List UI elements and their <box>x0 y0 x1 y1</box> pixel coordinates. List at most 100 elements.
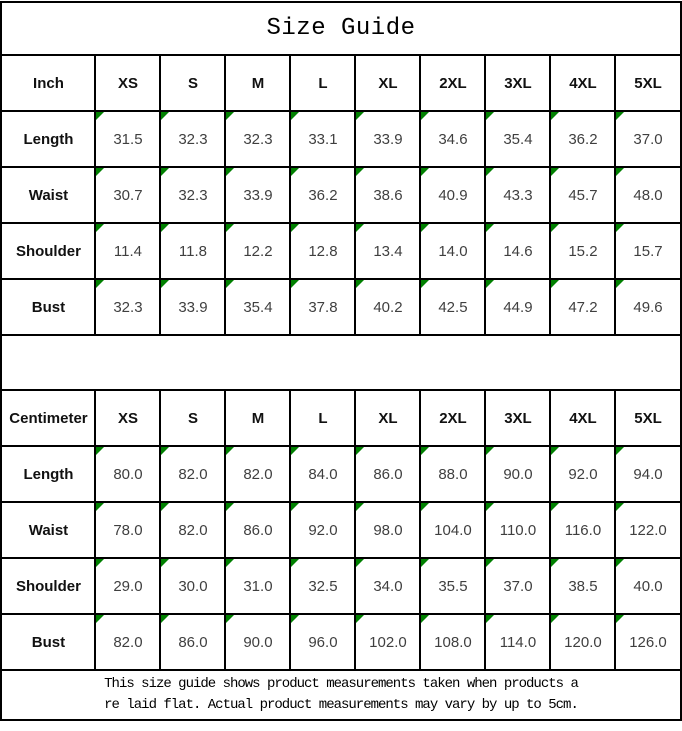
measurement-cell: 14.0 <box>419 222 487 280</box>
measurement-cell: 33.1 <box>289 110 357 168</box>
size-header-l: L <box>289 389 357 447</box>
measurement-cell: 36.2 <box>549 110 617 168</box>
measurement-cell: 82.0 <box>224 445 292 503</box>
size-header-2xl: 2XL <box>419 389 487 447</box>
measurement-cell: 36.2 <box>289 166 357 224</box>
inch-row-bust: Bust 32.3 33.9 35.4 37.8 40.2 42.5 44.9 47.2 49.6 <box>0 278 682 336</box>
centimeter-row-waist: Waist 78.0 82.0 86.0 92.0 98.0 104.0 110.0 116.0… <box>0 501 682 559</box>
green-corner-triangle-icon <box>486 447 495 455</box>
measurement-cell: 92.0 <box>549 445 617 503</box>
measurement-cell: 12.2 <box>224 222 292 280</box>
unit-header-inch: Inch <box>0 54 97 112</box>
table-spacer <box>0 334 682 391</box>
green-corner-triangle-icon <box>291 559 300 567</box>
green-corner-triangle-icon <box>421 112 430 120</box>
green-corner-triangle-icon <box>421 615 430 623</box>
green-corner-triangle-icon <box>161 559 170 567</box>
green-corner-triangle-icon <box>226 615 235 623</box>
footer-note: This size guide shows product measuremen… <box>0 669 682 721</box>
green-corner-triangle-icon <box>486 503 495 511</box>
measurement-cell: 90.0 <box>484 445 552 503</box>
measurement-cell: 35.5 <box>419 557 487 615</box>
inch-row-length: Length 31.5 32.3 32.3 33.1 33.9 34.6 35.4 36.2 37… <box>0 110 682 168</box>
size-header-l: L <box>289 54 357 112</box>
measurement-cell: 34.6 <box>419 110 487 168</box>
measurement-cell: 32.3 <box>94 278 162 336</box>
measurement-cell: 30.0 <box>159 557 227 615</box>
green-corner-triangle-icon <box>356 503 365 511</box>
measurement-cell: 86.0 <box>224 501 292 559</box>
size-header-5xl: 5XL <box>614 54 682 112</box>
green-corner-triangle-icon <box>551 112 560 120</box>
centimeter-row-bust: Bust 82.0 86.0 90.0 96.0 102.0 108.0 114.0 120.0… <box>0 613 682 671</box>
green-corner-triangle-icon <box>486 559 495 567</box>
green-corner-triangle-icon <box>226 112 235 120</box>
footer-note-line-1: This size guide shows product measuremen… <box>104 676 579 692</box>
measurement-cell: 32.5 <box>289 557 357 615</box>
green-corner-triangle-icon <box>616 280 625 288</box>
measurement-cell: 82.0 <box>159 501 227 559</box>
green-corner-triangle-icon <box>551 280 560 288</box>
green-corner-triangle-icon <box>421 224 430 232</box>
measurement-cell: 88.0 <box>419 445 487 503</box>
inch-row-shoulder: Shoulder 11.4 11.8 12.2 12.8 13.4 14.0 14.6 15.2… <box>0 222 682 280</box>
green-corner-triangle-icon <box>616 447 625 455</box>
green-corner-triangle-icon <box>486 112 495 120</box>
size-header-s: S <box>159 54 227 112</box>
measurement-cell: 37.0 <box>484 557 552 615</box>
size-header-xl: XL <box>354 54 422 112</box>
green-corner-triangle-icon <box>96 559 105 567</box>
size-header-m: M <box>224 389 292 447</box>
measurement-cell: 32.3 <box>159 166 227 224</box>
green-corner-triangle-icon <box>161 168 170 176</box>
green-corner-triangle-icon <box>551 503 560 511</box>
centimeter-row-length: Length 80.0 82.0 82.0 84.0 86.0 88.0 90.0 92.0 94… <box>0 445 682 503</box>
measurement-cell: 32.3 <box>224 110 292 168</box>
green-corner-triangle-icon <box>616 112 625 120</box>
measurement-cell: 94.0 <box>614 445 682 503</box>
green-corner-triangle-icon <box>616 615 625 623</box>
measurement-cell: 49.6 <box>614 278 682 336</box>
measurement-cell: 37.0 <box>614 110 682 168</box>
measurement-cell: 35.4 <box>484 110 552 168</box>
green-corner-triangle-icon <box>356 112 365 120</box>
green-corner-triangle-icon <box>551 615 560 623</box>
measurement-cell: 15.2 <box>549 222 617 280</box>
green-corner-triangle-icon <box>161 615 170 623</box>
measurement-cell: 31.5 <box>94 110 162 168</box>
measurement-cell: 110.0 <box>484 501 552 559</box>
green-corner-triangle-icon <box>486 168 495 176</box>
centimeter-row-shoulder: Shoulder 29.0 30.0 31.0 32.5 34.0 35.5 37.0 38.5… <box>0 557 682 615</box>
size-header-xs: XS <box>94 389 162 447</box>
green-corner-triangle-icon <box>356 224 365 232</box>
header-row-centimeter: Centimeter XS S M L XL 2XL 3XL 4XL 5XL <box>0 389 682 447</box>
measure-label-bust: Bust <box>0 613 97 671</box>
size-header-3xl: 3XL <box>484 389 552 447</box>
green-corner-triangle-icon <box>421 503 430 511</box>
green-corner-triangle-icon <box>96 112 105 120</box>
green-corner-triangle-icon <box>161 447 170 455</box>
green-corner-triangle-icon <box>291 615 300 623</box>
measurement-cell: 40.9 <box>419 166 487 224</box>
measurement-cell: 120.0 <box>549 613 617 671</box>
green-corner-triangle-icon <box>96 280 105 288</box>
measurement-cell: 30.7 <box>94 166 162 224</box>
measurement-cell: 33.9 <box>354 110 422 168</box>
measurement-cell: 45.7 <box>549 166 617 224</box>
measure-label-waist: Waist <box>0 501 97 559</box>
measurement-cell: 48.0 <box>614 166 682 224</box>
measurement-cell: 47.2 <box>549 278 617 336</box>
green-corner-triangle-icon <box>356 447 365 455</box>
size-header-5xl: 5XL <box>614 389 682 447</box>
green-corner-triangle-icon <box>226 447 235 455</box>
measurement-cell: 38.6 <box>354 166 422 224</box>
size-header-xs: XS <box>94 54 162 112</box>
measurement-cell: 114.0 <box>484 613 552 671</box>
header-row-inch: Inch XS S M L XL 2XL 3XL 4XL 5XL <box>0 54 682 112</box>
measurement-cell: 29.0 <box>94 557 162 615</box>
green-corner-triangle-icon <box>486 615 495 623</box>
green-corner-triangle-icon <box>551 447 560 455</box>
measurement-cell: 98.0 <box>354 501 422 559</box>
measurement-cell: 122.0 <box>614 501 682 559</box>
measurement-cell: 42.5 <box>419 278 487 336</box>
